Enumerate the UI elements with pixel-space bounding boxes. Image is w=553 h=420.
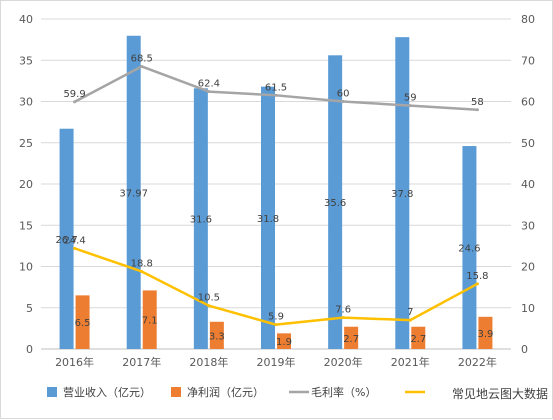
net-profit-data-label: 3.3 (209, 331, 225, 342)
axes: 0 5 10 15 20 25 30 35 40 0 10 20 30 40 50 60 70 80 2016年 20… (19, 13, 535, 369)
gross-margin-point (274, 93, 278, 97)
revenue-bar (59, 128, 74, 349)
yellow-series-data-label: 15.8 (466, 271, 488, 282)
revenue-data-label: 26.7 (55, 235, 77, 246)
gross-margin-point (207, 90, 211, 94)
gross-margin-data-label: 61.5 (265, 82, 287, 93)
revenue-data-label: 24.6 (458, 244, 480, 255)
net-profit-data-label: 6.5 (75, 318, 91, 329)
net-profit-data-label: 7.1 (142, 316, 158, 327)
y-left-tick-label: 15 (19, 219, 33, 232)
y-left-tick-label: 10 (19, 261, 33, 274)
x-tick-label: 2016年 (55, 355, 94, 369)
gross-margin-point (140, 64, 144, 68)
net-profit-bar (209, 321, 224, 349)
yellow-series-data-label: 18.8 (131, 258, 153, 269)
gross-margin-data-label: 60 (337, 89, 350, 100)
yellow-series-data-label: 7.6 (335, 305, 351, 316)
y-right-tick-label: 50 (521, 137, 535, 150)
net-profit-bar (277, 333, 291, 349)
net-profit-data-label: 3.9 (477, 329, 493, 340)
net-profit-bar (478, 316, 493, 349)
y-left-tick-label: 0 (26, 343, 33, 356)
gross-margin-point (475, 108, 479, 112)
x-tick-label: 2019年 (257, 355, 296, 369)
revenue-bar (193, 88, 208, 350)
y-left-tick-label: 25 (19, 137, 33, 150)
net-profit-data-label: 2.7 (343, 334, 359, 345)
gross-margin-point (408, 104, 412, 108)
gross-margin-data-label: 68.5 (131, 53, 153, 64)
revenue-data-label: 37.8 (391, 189, 413, 200)
revenue-data-label: 37.97 (119, 188, 148, 199)
yellow-series-point (274, 323, 278, 327)
y-left-tick-label: 40 (19, 13, 33, 26)
net-profit-bar (344, 326, 359, 349)
legend-label: 营业收入（亿元） (63, 385, 151, 399)
gross-margin-data-label: 59.9 (63, 89, 85, 100)
revenue-data-label: 31.8 (257, 214, 279, 225)
lines (73, 64, 479, 327)
yellow-series-point (140, 269, 144, 273)
x-tick-label: 2022年 (458, 355, 497, 369)
x-tick-label: 2021年 (391, 355, 430, 369)
x-tick-label: 2018年 (189, 355, 228, 369)
net-profit-bar (142, 290, 157, 349)
yellow-series-point (73, 246, 77, 250)
y-right-tick-label: 60 (521, 96, 535, 109)
y-left-tick-label: 30 (19, 96, 33, 109)
legend: 营业收入（亿元） 净利润（亿元） 毛利率（%） (47, 385, 425, 399)
y-right-tick-label: 30 (521, 219, 535, 232)
net-profit-data-label: 2.7 (410, 334, 426, 345)
y-right-tick-label: 10 (521, 302, 535, 315)
gross-margin-point (341, 100, 345, 103)
y-left-tick-label: 20 (19, 178, 33, 191)
yellow-series-point (207, 304, 211, 308)
yellow-series-data-label: 7 (407, 307, 413, 318)
revenue-bar (395, 37, 410, 350)
legend-label: 毛利率（%） (311, 385, 376, 399)
y-left-tick-label: 5 (26, 302, 33, 315)
yellow-series-point (475, 282, 479, 286)
yellow-series-data-label: 5.9 (268, 312, 284, 323)
y-right-tick-label: 40 (521, 178, 535, 191)
legend-swatch (171, 387, 181, 397)
revenue-bar (462, 146, 477, 349)
gross-margin-data-label: 62.4 (198, 79, 220, 90)
net-profit-bar (411, 326, 426, 349)
legend-swatch (47, 387, 57, 397)
x-tick-label: 2020年 (324, 355, 363, 369)
gridlines (41, 18, 511, 350)
revenue-bar (261, 86, 275, 350)
yellow-series-data-label: 24.4 (63, 235, 85, 246)
revenue-bar (328, 55, 343, 350)
revenue-data-label: 35.6 (324, 198, 346, 209)
data-labels: 26.7 37.97 31.6 31.8 35.6 37.8 24.6 6.5 7.1 3.3 1.… (55, 53, 493, 348)
net-profit-bar (75, 295, 90, 349)
y-left-tick-label: 35 (19, 54, 33, 67)
net-profit-data-label: 1.9 (276, 337, 292, 348)
y-right-tick-label: 0 (521, 343, 528, 356)
y-right-tick-label: 70 (521, 54, 535, 67)
yellow-series-data-label: 10.5 (198, 293, 220, 304)
legend-label: 净利润（亿元） (187, 385, 264, 399)
gross-margin-data-label: 59 (404, 93, 417, 104)
watermark: 常见地云图大数据 (452, 386, 548, 401)
gross-margin-data-label: 58 (471, 97, 484, 108)
y-right-tick-label: 20 (521, 261, 535, 274)
yellow-series-point (408, 318, 412, 322)
gross-margin-point (73, 100, 77, 104)
yellow-series-point (341, 316, 345, 320)
x-tick-label: 2017年 (122, 355, 161, 369)
bars (59, 35, 493, 350)
y-right-tick-label: 80 (521, 13, 535, 26)
revenue-data-label: 31.6 (190, 215, 212, 226)
